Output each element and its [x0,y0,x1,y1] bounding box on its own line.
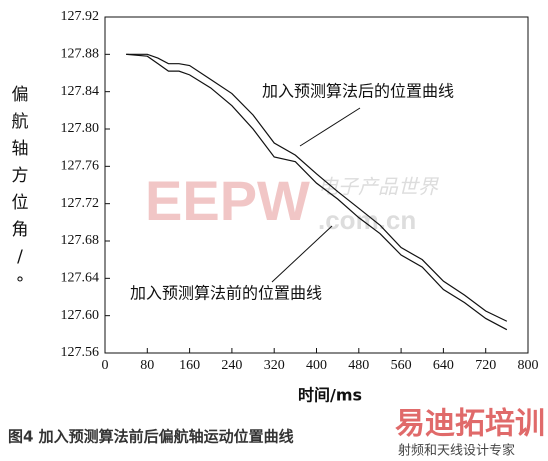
y-tick-label: 127.64 [61,271,100,286]
annotation-leader [299,107,361,147]
x-tick-label: 560 [391,358,412,373]
annotation-leader [271,225,333,283]
x-tick-label: 160 [179,358,200,373]
x-axis-label: 时间/ms [298,386,362,405]
y-tick-label: 127.72 [61,196,100,211]
series-line [126,53,508,322]
y-tick-label: 127.92 [61,9,100,24]
watermark: 射频和天线设计专家 [398,443,515,459]
series-label: 加入预测算法后的位置曲线 [262,82,454,101]
y-tick-label: 127.88 [61,47,100,62]
x-tick-label: 400 [306,358,327,373]
watermark: 电子产品世界 [318,175,439,199]
x-tick-label: 0 [102,358,109,373]
x-tick-label: 320 [264,358,285,373]
x-tick-label: 240 [221,358,242,373]
series-line [126,53,508,331]
x-tick-label: 720 [475,358,496,373]
y-tick-label: 127.68 [61,233,100,248]
y-axis-label: 偏航轴方位角/° [12,85,29,294]
watermark: 易迪拓培训 [395,407,545,442]
x-tick-label: 800 [518,358,539,373]
watermark: EEPW [145,169,310,232]
y-tick-label: 127.80 [61,121,100,136]
caption: 图4 加入预测算法前后偏航轴运动位置曲线 [8,428,294,446]
y-tick-label: 127.60 [61,308,100,323]
watermark: .com.cn [318,205,416,235]
series-label: 加入预测算法前的位置曲线 [130,284,322,303]
y-tick-label: 127.84 [61,84,100,99]
y-tick-label: 127.76 [61,159,100,174]
y-tick-label: 127.56 [61,345,100,360]
x-tick-label: 480 [348,358,369,373]
x-tick-label: 640 [433,358,454,373]
x-tick-label: 80 [140,358,154,373]
